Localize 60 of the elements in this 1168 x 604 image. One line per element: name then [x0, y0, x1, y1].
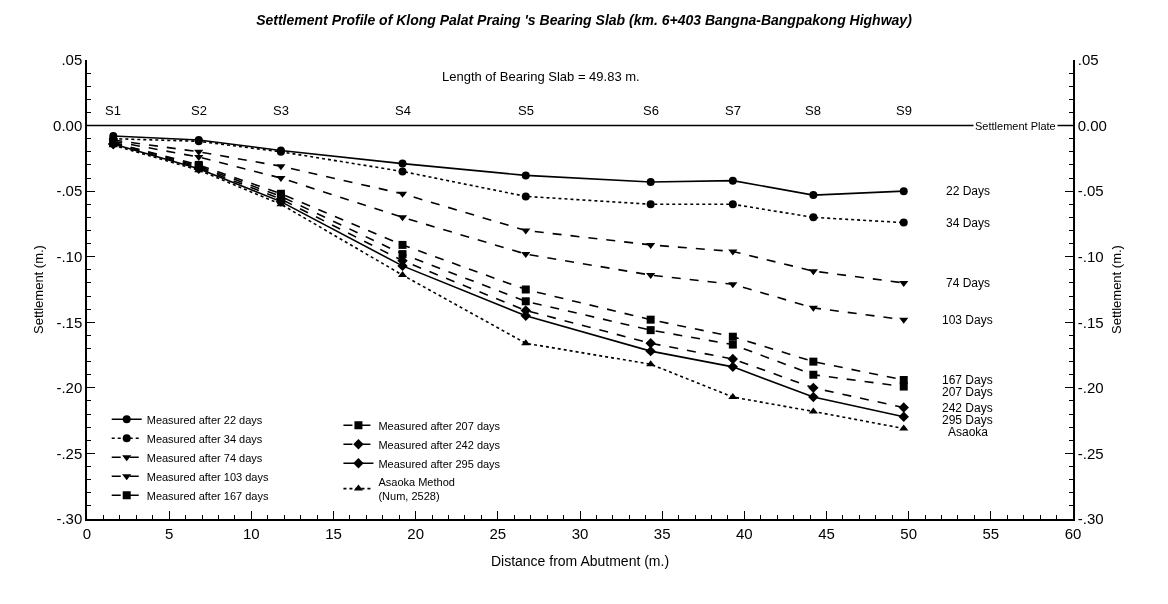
x-tick-label: 25	[489, 524, 507, 542]
y2-tick-label: 0.00	[1077, 116, 1107, 134]
annotation: S6	[643, 103, 659, 118]
legend-label: Measured after 295 days	[378, 457, 501, 470]
annotation: 295 Days	[942, 413, 993, 427]
y2-tick-label: -.15	[1077, 313, 1104, 331]
y-tick-label: -.30	[56, 510, 83, 528]
x-tick-label: 30	[571, 524, 589, 542]
annotation: S2	[191, 103, 207, 118]
y-tick-label: -.15	[56, 313, 83, 331]
annotation: 167 Days	[942, 373, 993, 387]
x-tick-label: 55	[982, 524, 1000, 542]
y-tick-label: -.25	[56, 444, 83, 462]
x-tick-label: 45	[818, 524, 835, 542]
x-tick-label: 50	[900, 524, 918, 542]
annotation: S9	[896, 103, 912, 118]
annotation: S3	[273, 103, 289, 118]
y-tick-label: -.10	[56, 247, 83, 265]
annotation: S7	[725, 103, 741, 118]
annotation: 242 Days	[942, 401, 993, 415]
annotation: 34 Days	[946, 216, 991, 230]
x-tick-label: 10	[242, 524, 260, 542]
legend-label: Measured after 22 days	[146, 413, 263, 426]
legend-label: Measured after 34 days	[146, 432, 263, 445]
legend-label: Measured after 207 days	[378, 419, 501, 432]
annotation: Asaoka	[948, 425, 989, 439]
x-tick-label: 0	[82, 524, 92, 542]
legend-label: Measured after 242 days	[378, 438, 501, 451]
x-tick-label: 20	[407, 524, 425, 542]
annotation: S4	[395, 103, 411, 118]
annotation: 207 Days	[942, 385, 993, 399]
annotation: 22 Days	[946, 184, 991, 198]
y2-tick-label: -.05	[1077, 182, 1104, 200]
x-axis-title: Distance from Abutment (m.)	[490, 552, 670, 569]
y2-tick-label: -.25	[1077, 444, 1104, 462]
x-tick-label: 35	[653, 524, 671, 542]
x-tick-label: 5	[165, 524, 174, 542]
y-tick-label: -.05	[56, 182, 83, 200]
y2-tick-label: -.10	[1077, 247, 1104, 265]
legend-label: Asaoka Method (Num, 2528)	[378, 475, 455, 503]
y-tick-label: 0.00	[53, 116, 83, 134]
annotation: 103 Days	[942, 313, 993, 327]
ref-line-label: Settlement Plate	[975, 120, 1056, 132]
y-axis-title: Settlement (m.)	[31, 245, 47, 334]
y-tick-label: -.20	[56, 379, 83, 397]
annotation: S1	[105, 103, 121, 118]
legend-label: Measured after 167 days	[146, 489, 269, 502]
annotation: S5	[518, 103, 534, 118]
legend-label: Measured after 74 days	[146, 451, 263, 464]
y2-tick-label: -.20	[1077, 379, 1104, 397]
annotation: 74 Days	[946, 276, 991, 290]
y2-axis-title: Settlement (m.)	[1109, 245, 1125, 334]
y-tick-label: .05	[61, 51, 83, 69]
x-tick-label: 40	[735, 524, 753, 542]
annotation: S8	[805, 103, 821, 118]
y2-tick-label: .05	[1077, 51, 1099, 69]
annotation: Length of Bearing Slab = 49.83 m.	[442, 69, 640, 84]
chart-title: Settlement Profile of Klong Palat Praing 's Bearing Slab (km. 6+403 Bangna-Bangpakong Highway)	[256, 11, 913, 28]
legend-label: Measured after 103 days	[146, 470, 269, 483]
x-tick-label: 15	[325, 524, 342, 542]
